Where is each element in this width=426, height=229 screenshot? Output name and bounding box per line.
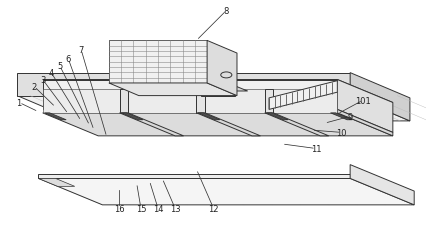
Text: 6: 6	[66, 55, 71, 64]
Text: 2: 2	[32, 82, 37, 92]
Text: 12: 12	[208, 204, 218, 213]
Polygon shape	[17, 96, 409, 121]
Text: 13: 13	[170, 204, 180, 213]
Polygon shape	[264, 89, 273, 113]
Text: 101: 101	[354, 96, 370, 105]
Polygon shape	[43, 89, 119, 113]
Polygon shape	[121, 113, 143, 120]
Polygon shape	[207, 41, 236, 96]
Polygon shape	[198, 113, 219, 120]
Polygon shape	[119, 89, 128, 113]
Text: 7: 7	[78, 46, 83, 55]
Polygon shape	[196, 89, 204, 113]
Polygon shape	[43, 80, 392, 103]
Polygon shape	[266, 113, 288, 120]
Text: o: o	[185, 101, 190, 107]
Polygon shape	[43, 80, 337, 110]
Polygon shape	[337, 110, 392, 136]
Polygon shape	[43, 113, 392, 136]
Polygon shape	[204, 89, 264, 113]
Polygon shape	[273, 89, 337, 113]
Text: 10: 10	[336, 128, 346, 137]
Polygon shape	[337, 80, 392, 133]
Polygon shape	[119, 113, 183, 136]
Polygon shape	[196, 85, 247, 92]
Text: 1: 1	[17, 98, 22, 108]
Polygon shape	[196, 113, 260, 136]
Text: 3: 3	[40, 76, 45, 85]
Text: 14: 14	[153, 204, 163, 213]
Text: 4: 4	[49, 69, 54, 78]
Text: 11: 11	[310, 144, 320, 153]
Polygon shape	[268, 81, 337, 110]
Polygon shape	[330, 113, 351, 120]
Text: 9: 9	[347, 112, 352, 121]
Polygon shape	[38, 174, 349, 179]
Polygon shape	[109, 84, 236, 96]
Polygon shape	[38, 179, 413, 205]
Polygon shape	[38, 179, 75, 186]
Polygon shape	[349, 73, 409, 121]
Polygon shape	[17, 73, 349, 96]
Text: 16: 16	[114, 204, 124, 213]
Text: o: o	[121, 101, 126, 107]
Polygon shape	[128, 89, 196, 113]
Polygon shape	[109, 41, 207, 84]
Text: 5: 5	[57, 62, 62, 71]
Polygon shape	[264, 113, 328, 136]
Polygon shape	[209, 85, 226, 96]
Text: 8: 8	[223, 7, 228, 16]
Text: 15: 15	[135, 204, 146, 213]
Polygon shape	[349, 165, 413, 205]
Polygon shape	[44, 113, 66, 120]
Polygon shape	[200, 90, 234, 96]
